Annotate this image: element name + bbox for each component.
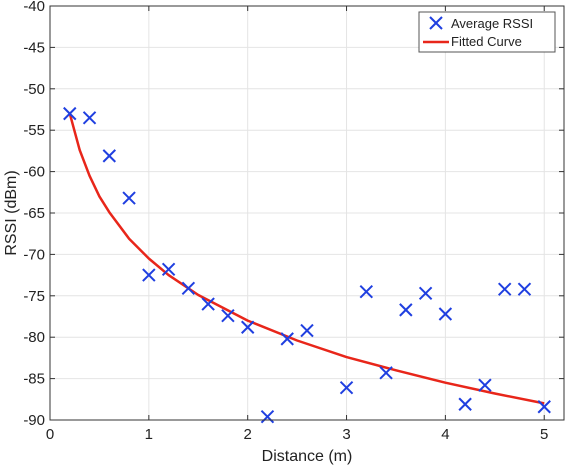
x-tick-label: 2: [244, 426, 252, 443]
average-rssi-markers: [63, 106, 551, 424]
fitted-curve-layer: [68, 113, 545, 405]
average-rssi-point: [517, 282, 532, 296]
x-marker-stroke: [201, 297, 215, 311]
average-rssi-point: [181, 281, 196, 296]
y-tick-label: -80: [23, 329, 45, 346]
average-rssi-point: [418, 286, 433, 301]
average-rssi-point: [497, 282, 512, 296]
average-rssi-point: [240, 320, 255, 334]
y-tick-label: -45: [23, 39, 45, 56]
y-tick-label: -90: [23, 412, 45, 429]
x-tick-label: 3: [342, 426, 350, 443]
average-rssi-point: [458, 397, 472, 411]
y-tick-labels: -90 -85 -80 -75 -70 -65 -60 -55 -50 -45 -40: [23, 0, 45, 429]
x-marker-stroke: [418, 286, 433, 301]
x-marker-stroke: [379, 366, 393, 380]
average-rssi-point: [63, 106, 77, 121]
y-tick-label: -60: [23, 164, 45, 181]
y-tick-label: -85: [23, 371, 45, 388]
average-rssi-point: [438, 307, 453, 321]
average-rssi-point: [379, 366, 393, 380]
average-rssi-point: [339, 381, 354, 395]
x-marker-stroke: [339, 381, 354, 395]
average-rssi-point: [122, 191, 136, 205]
average-rssi-point: [201, 297, 215, 311]
grid-lines: [49, 5, 564, 421]
x-marker-stroke: [517, 282, 532, 296]
average-rssi-point: [478, 378, 492, 392]
legend: Average RSSI Fitted Curve: [418, 11, 556, 53]
average-rssi-point: [142, 268, 156, 282]
average-rssi-point: [399, 303, 413, 317]
x-marker-stroke: [161, 262, 176, 277]
x-tick-label: 5: [540, 426, 548, 443]
x-marker-stroke: [438, 307, 453, 321]
average-rssi-point: [161, 262, 176, 277]
legend-marker-icon: [429, 16, 443, 30]
y-axis-label: RSSI (dBm): [3, 170, 20, 255]
x-marker-stroke: [102, 149, 117, 163]
average-rssi-point: [300, 323, 314, 338]
x-tick-label: 1: [145, 426, 153, 443]
y-tick-label: -40: [23, 0, 45, 15]
x-marker-stroke: [142, 268, 156, 282]
y-tick-label: -55: [23, 122, 45, 139]
x-marker-stroke: [221, 308, 235, 323]
y-tick-label: -65: [23, 205, 45, 222]
x-marker-stroke: [63, 106, 77, 121]
x-tick-labels: 0 1 2 3 4 5: [46, 426, 549, 443]
average-rssi-point: [260, 409, 275, 424]
tick-marks: [49, 5, 564, 421]
average-rssi-point: [82, 111, 97, 125]
x-marker-stroke: [82, 111, 97, 125]
average-rssi-point: [102, 149, 117, 163]
x-axis-label: Distance (m): [262, 448, 353, 465]
y-tick-label: -75: [23, 288, 45, 305]
legend-label-average-rssi: Average RSSI: [451, 16, 533, 31]
x-marker-stroke: [537, 400, 551, 414]
average-rssi-point: [221, 308, 235, 323]
average-rssi-point: [280, 332, 294, 346]
x-marker-stroke: [300, 323, 314, 338]
x-marker-stroke: [399, 303, 413, 317]
x-marker-stroke: [122, 191, 136, 205]
average-rssi-point: [359, 284, 374, 299]
x-marker-stroke: [240, 320, 255, 334]
x-marker-stroke: [458, 397, 472, 411]
y-tick-label: -50: [23, 81, 45, 98]
legend-label-fitted-curve: Fitted Curve: [451, 34, 522, 49]
x-marker-stroke: [359, 284, 374, 299]
x-marker-stroke: [280, 332, 294, 346]
y-tick-label: -70: [23, 246, 45, 263]
average-rssi-point: [537, 400, 551, 414]
x-marker-stroke: [260, 409, 275, 424]
x-marker-stroke: [478, 378, 492, 392]
x-tick-label: 0: [46, 426, 54, 443]
x-marker-stroke: [181, 281, 196, 296]
x-marker-stroke: [497, 282, 512, 296]
x-tick-label: 4: [441, 426, 449, 443]
fitted-curve-line: [68, 113, 545, 405]
